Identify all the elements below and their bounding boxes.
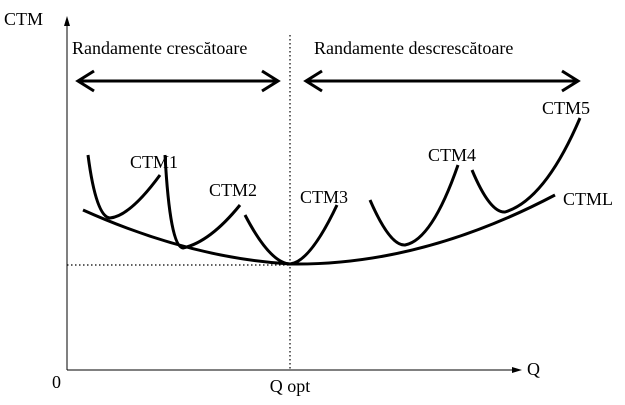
ctm-curve [243,204,339,266]
ctm-curve [470,117,582,214]
ctm-curve [163,154,242,250]
double-arrow [303,69,581,93]
region-label: Randamente descrescătoare [314,38,513,58]
x-axis-arrow [512,367,522,373]
curve-label: CTM4 [428,145,476,165]
curve-label: CTM2 [209,180,257,200]
origin-label: 0 [52,372,61,392]
x-axis-label: Q [527,359,540,379]
y-axis-arrow [64,16,70,26]
curve-label: CTML [563,189,613,209]
y-axis-label: CTM [4,9,43,29]
region-label: Randamente crescătoare [72,38,247,58]
curve-label: CTM3 [300,187,348,207]
ctm-curve [86,154,162,220]
ctm-curve [368,164,460,247]
curve-label: CTM5 [542,98,590,118]
double-arrow [75,69,281,93]
q-opt-label: Q opt [270,376,311,396]
curve-label: CTM1 [130,152,178,172]
